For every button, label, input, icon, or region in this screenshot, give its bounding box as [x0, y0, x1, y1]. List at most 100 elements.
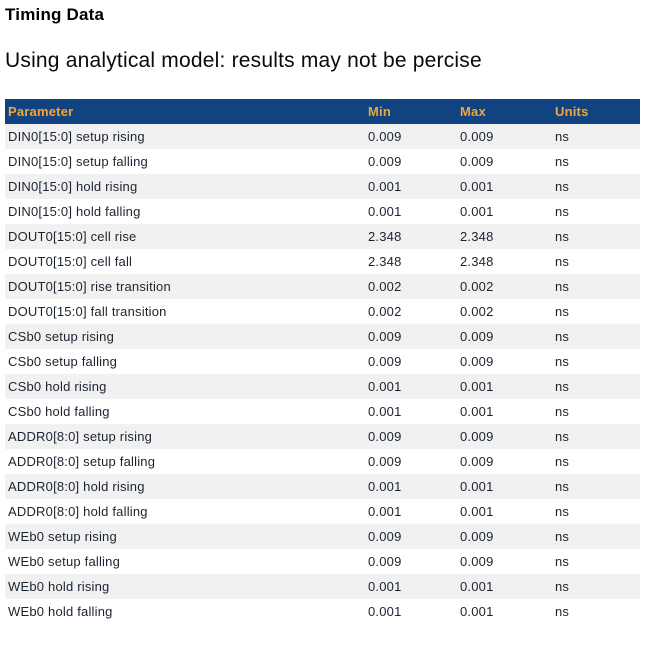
page-title: Timing Data	[5, 5, 105, 24]
cell-max: 0.002	[460, 279, 494, 294]
cell-units: ns	[555, 579, 570, 594]
cell-min: 0.009	[368, 529, 402, 544]
table-row: WEb0 setup falling 0.009 0.009 ns	[5, 549, 640, 574]
cell-parameter: ADDR0[8:0] hold rising	[8, 479, 145, 494]
cell-parameter: DIN0[15:0] hold rising	[8, 179, 138, 194]
cell-max: 0.009	[460, 429, 494, 444]
header-row: Parameter Min Max Units	[5, 99, 640, 124]
table-row: ADDR0[8:0] setup falling 0.009 0.009 ns	[5, 449, 640, 474]
cell-parameter: DOUT0[15:0] cell fall	[8, 254, 133, 269]
column-header-parameter: Parameter	[5, 99, 368, 124]
page-subtitle: Using analytical model: results may not …	[5, 49, 482, 72]
cell-parameter: WEb0 setup falling	[8, 554, 120, 569]
cell-max: 0.001	[460, 604, 494, 619]
timing-table-body: DIN0[15:0] setup rising 0.009 0.009 ns DIN0[…	[5, 124, 640, 624]
cell-min: 0.002	[368, 279, 402, 294]
cell-units: ns	[555, 504, 570, 519]
cell-parameter: DIN0[15:0] setup rising	[8, 129, 145, 144]
cell-max: 0.009	[460, 329, 494, 344]
cell-max: 0.001	[460, 579, 494, 594]
cell-parameter: WEb0 hold falling	[8, 604, 113, 619]
cell-max: 0.009	[460, 354, 494, 369]
cell-parameter: DOUT0[15:0] fall transition	[8, 304, 167, 319]
table-row: CSb0 setup falling 0.009 0.009 ns	[5, 349, 640, 374]
cell-max: 0.001	[460, 504, 494, 519]
cell-min: 0.001	[368, 579, 402, 594]
cell-parameter: ADDR0[8:0] hold falling	[8, 504, 148, 519]
cell-parameter: ADDR0[8:0] setup rising	[8, 429, 153, 444]
cell-parameter: DIN0[15:0] setup falling	[8, 154, 148, 169]
table-row: WEb0 hold falling 0.001 0.001 ns	[5, 599, 640, 624]
column-header-max: Max	[460, 99, 555, 124]
column-header-units: Units	[555, 99, 640, 124]
cell-units: ns	[555, 604, 570, 619]
cell-max: 0.001	[460, 179, 494, 194]
cell-units: ns	[555, 479, 570, 494]
cell-units: ns	[555, 204, 570, 219]
cell-units: ns	[555, 154, 570, 169]
cell-units: ns	[555, 454, 570, 469]
cell-min: 0.009	[368, 454, 402, 469]
cell-min: 0.009	[368, 554, 402, 569]
cell-min: 0.002	[368, 304, 402, 319]
cell-min: 0.001	[368, 404, 402, 419]
cell-max: 0.001	[460, 404, 494, 419]
table-row: CSb0 hold rising 0.001 0.001 ns	[5, 374, 640, 399]
cell-parameter: DIN0[15:0] hold falling	[8, 204, 141, 219]
cell-min: 0.001	[368, 379, 402, 394]
cell-units: ns	[555, 254, 570, 269]
cell-min: 2.348	[368, 254, 402, 269]
table-row: CSb0 hold falling 0.001 0.001 ns	[5, 399, 640, 424]
cell-units: ns	[555, 404, 570, 419]
cell-max: 0.009	[460, 554, 494, 569]
cell-parameter: DOUT0[15:0] rise transition	[8, 279, 171, 294]
cell-units: ns	[555, 179, 570, 194]
cell-max: 0.009	[460, 129, 494, 144]
cell-min: 0.001	[368, 604, 402, 619]
cell-max: 0.001	[460, 479, 494, 494]
table-row: DOUT0[15:0] cell fall 2.348 2.348 ns	[5, 249, 640, 274]
table-row: DOUT0[15:0] rise transition 0.002 0.002 ns	[5, 274, 640, 299]
table-row: WEb0 hold rising 0.001 0.001 ns	[5, 574, 640, 599]
cell-units: ns	[555, 304, 570, 319]
cell-units: ns	[555, 429, 570, 444]
cell-parameter: WEb0 hold rising	[8, 579, 110, 594]
cell-units: ns	[555, 379, 570, 394]
cell-units: ns	[555, 354, 570, 369]
cell-parameter: DOUT0[15:0] cell rise	[8, 229, 137, 244]
cell-min: 0.009	[368, 354, 402, 369]
table-row: ADDR0[8:0] hold rising 0.001 0.001 ns	[5, 474, 640, 499]
cell-min: 0.009	[368, 429, 402, 444]
cell-min: 0.009	[368, 329, 402, 344]
table-row: DOUT0[15:0] fall transition 0.002 0.002 ns	[5, 299, 640, 324]
column-header-min: Min	[368, 99, 460, 124]
cell-units: ns	[555, 554, 570, 569]
cell-min: 0.009	[368, 129, 402, 144]
table-row: CSb0 setup rising 0.009 0.009 ns	[5, 324, 640, 349]
cell-min: 2.348	[368, 229, 402, 244]
timing-table: Parameter Min Max Units DIN0[15:0] setup…	[5, 99, 640, 624]
table-row: DIN0[15:0] hold falling 0.001 0.001 ns	[5, 199, 640, 224]
cell-parameter: ADDR0[8:0] setup falling	[8, 454, 156, 469]
cell-max: 0.009	[460, 454, 494, 469]
cell-units: ns	[555, 229, 570, 244]
cell-min: 0.009	[368, 154, 402, 169]
cell-max: 2.348	[460, 254, 494, 269]
cell-max: 0.009	[460, 529, 494, 544]
cell-min: 0.001	[368, 504, 402, 519]
cell-parameter: CSb0 setup rising	[8, 329, 115, 344]
cell-max: 0.009	[460, 154, 494, 169]
cell-units: ns	[555, 279, 570, 294]
table-row: ADDR0[8:0] hold falling 0.001 0.001 ns	[5, 499, 640, 524]
table-row: DIN0[15:0] hold rising 0.001 0.001 ns	[5, 174, 640, 199]
cell-min: 0.001	[368, 479, 402, 494]
timing-table-header: Parameter Min Max Units	[5, 99, 640, 124]
cell-min: 0.001	[368, 204, 402, 219]
cell-max: 0.002	[460, 304, 494, 319]
table-row: DIN0[15:0] setup rising 0.009 0.009 ns	[5, 124, 640, 149]
table-row: WEb0 setup rising 0.009 0.009 ns	[5, 524, 640, 549]
cell-parameter: CSb0 hold falling	[8, 404, 110, 419]
cell-parameter: WEb0 setup rising	[8, 529, 117, 544]
table-row: DIN0[15:0] setup falling 0.009 0.009 ns	[5, 149, 640, 174]
